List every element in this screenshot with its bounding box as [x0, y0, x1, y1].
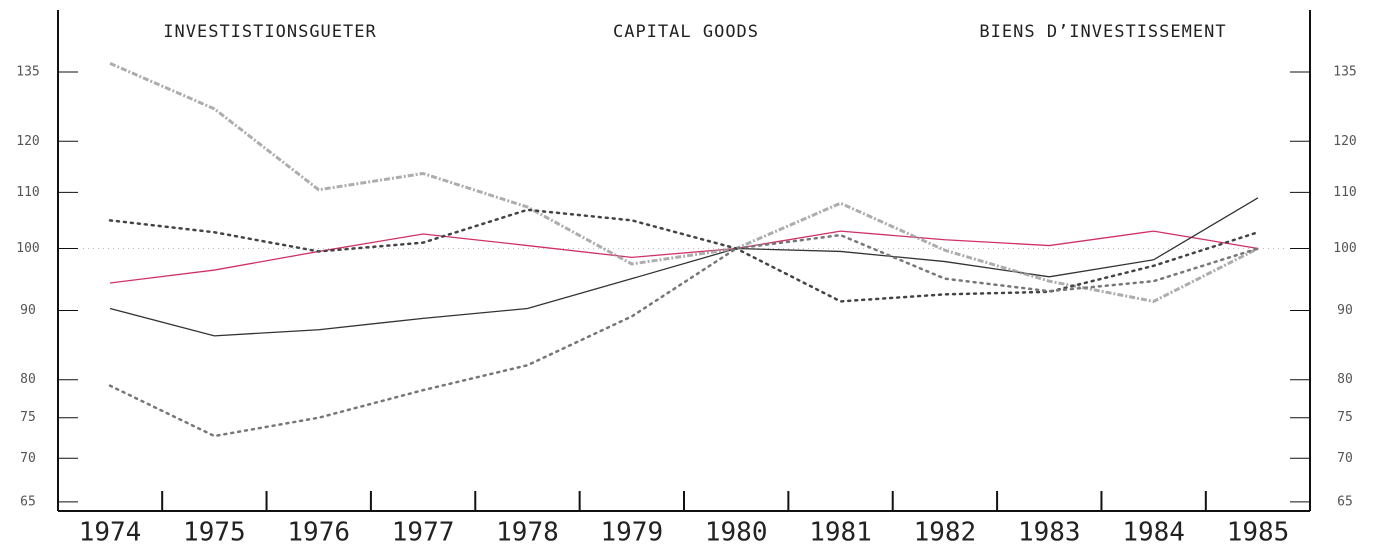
x-tick-label: 1982 [914, 518, 977, 548]
y-tick-label: 80 [1337, 372, 1353, 387]
y-tick-label: 70 [20, 451, 36, 466]
line-series [109, 230, 1259, 284]
y-tick-label: 100 [1333, 241, 1356, 256]
y-tick-label: 90 [20, 303, 36, 318]
y-tick-label: 75 [20, 410, 36, 425]
y-tick-label: 100 [16, 241, 39, 256]
y-tick-label: 110 [16, 185, 39, 200]
line-series [109, 197, 1259, 337]
x-tick-label: 1975 [183, 518, 246, 548]
y-tick-label: 80 [20, 372, 36, 387]
chart-title: INVESTISTIONSGUETER [163, 22, 376, 42]
line-series [109, 61, 1259, 303]
y-tick-label: 70 [1337, 451, 1353, 466]
y-tick-label: 65 [20, 494, 36, 509]
y-tick-label: 135 [1333, 64, 1356, 79]
y-tick-label: 90 [1337, 303, 1353, 318]
x-tick-label: 1974 [79, 518, 142, 548]
y-tick-label: 65 [1337, 494, 1353, 509]
x-tick-label: 1977 [392, 518, 455, 548]
x-tick-label: 1979 [601, 518, 664, 548]
y-tick-label: 120 [16, 134, 39, 149]
x-tick-label: 1978 [496, 518, 559, 548]
line-series [108, 208, 1260, 303]
y-tick-label: 75 [1337, 410, 1353, 425]
chart-title: BIENS D’INVESTISSEMENT [979, 22, 1226, 42]
x-tick-label: 1985 [1227, 518, 1290, 548]
y-tick-label: 135 [16, 64, 39, 79]
x-tick-label: 1983 [1018, 518, 1081, 548]
line-series [108, 233, 1260, 438]
chart-title: CAPITAL GOODS [613, 22, 759, 42]
y-tick-label: 120 [1333, 134, 1356, 149]
x-tick-label: 1981 [809, 518, 872, 548]
x-tick-label: 1980 [705, 518, 768, 548]
y-tick-label: 110 [1333, 185, 1356, 200]
x-tick-label: 1976 [287, 518, 350, 548]
x-tick-label: 1984 [1122, 518, 1185, 548]
